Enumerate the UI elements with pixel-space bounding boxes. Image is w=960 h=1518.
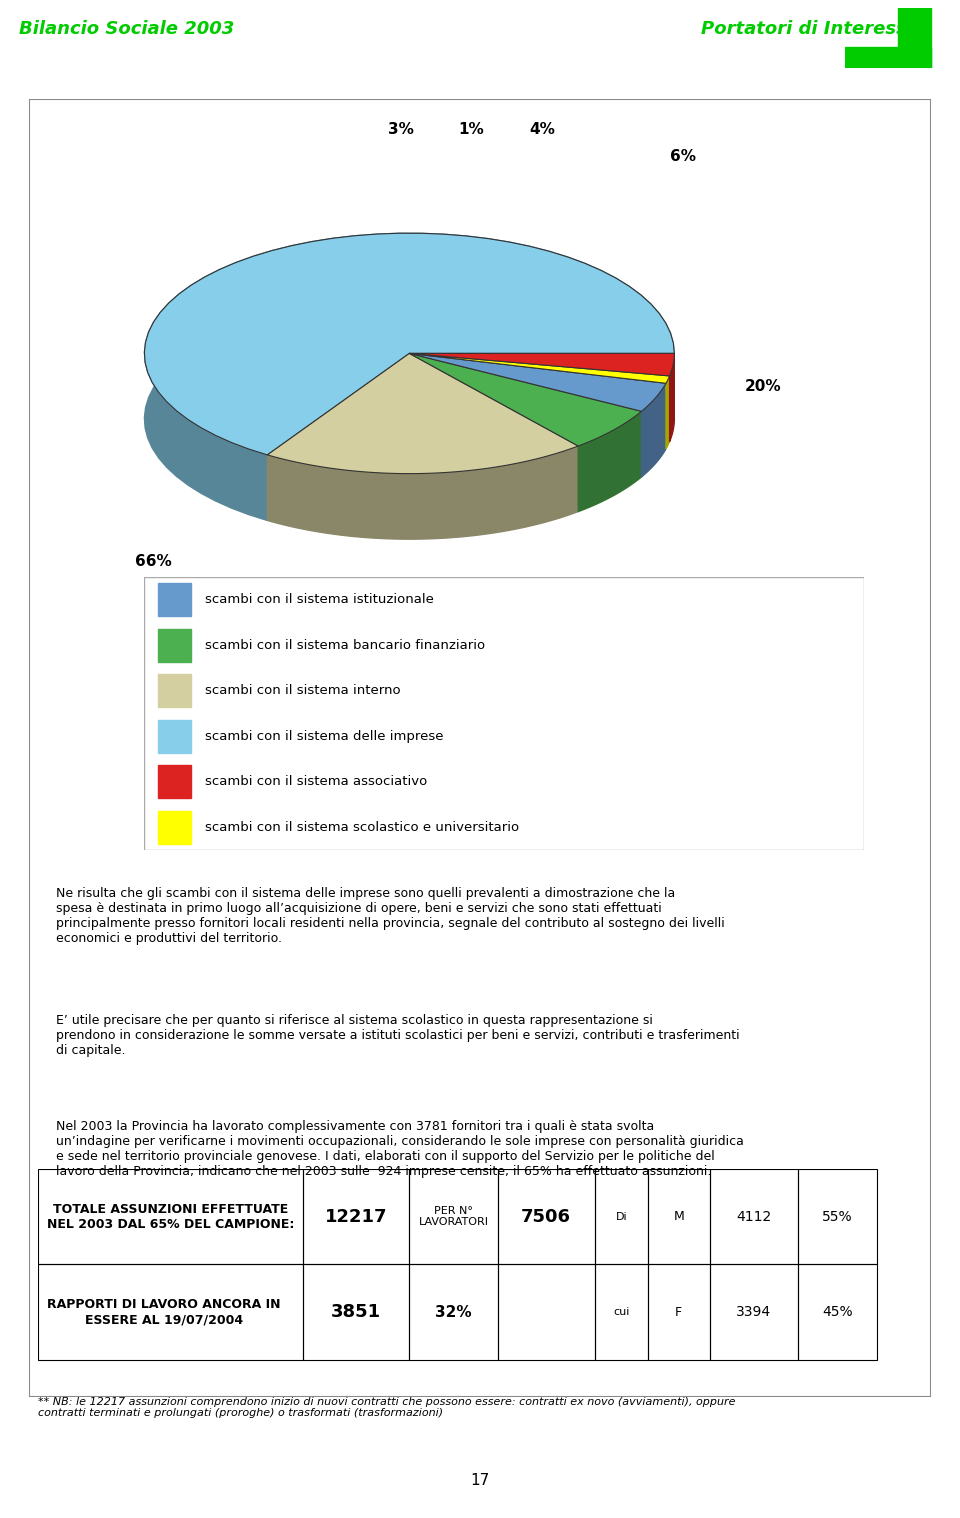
Bar [38,1264,303,1360]
Polygon shape [409,354,666,411]
Text: 3%: 3% [388,121,414,137]
Polygon shape [578,411,641,512]
Bar [595,1264,648,1360]
Text: 4%: 4% [529,121,555,137]
Polygon shape [409,354,674,376]
Bar [497,1169,595,1264]
Text: 6%: 6% [670,149,696,164]
Text: 20%: 20% [744,378,780,393]
Text: scambi con il sistema scolastico e universitario: scambi con il sistema scolastico e unive… [205,821,519,833]
Text: 7506: 7506 [521,1208,571,1225]
Polygon shape [641,383,666,477]
Text: 32%: 32% [435,1305,471,1319]
Bar [709,1169,798,1264]
Bar [158,583,191,616]
Bar [303,1264,409,1360]
Polygon shape [268,446,578,539]
Text: E’ utile precisare che per quanto si riferisce al sistema scolastico in questa r: E’ utile precisare che per quanto si rif… [57,1014,740,1057]
Bar [497,1264,595,1360]
Text: Nel 2003 la Provincia ha lavorato complessivamente con 3781 fornitori tra i qual: Nel 2003 la Provincia ha lavorato comple… [57,1120,744,1178]
Text: scambi con il sistema associativo: scambi con il sistema associativo [205,776,427,788]
Text: Bilancio Sociale 2003: Bilancio Sociale 2003 [19,20,234,38]
Polygon shape [670,354,674,442]
Bar [303,1169,409,1264]
Bar [409,1169,497,1264]
Bar [709,1264,798,1360]
Text: 12217: 12217 [325,1208,388,1225]
Text: 1%: 1% [458,121,484,137]
Text: 4112: 4112 [736,1210,772,1224]
Text: scambi con il sistema delle imprese: scambi con il sistema delle imprese [205,730,444,742]
Text: 17: 17 [470,1472,490,1488]
Text: PER N°
LAVORATORI: PER N° LAVORATORI [419,1205,489,1228]
Bar [798,1264,877,1360]
Bar [648,1264,709,1360]
Polygon shape [144,234,674,455]
Text: Di: Di [615,1211,627,1222]
Text: M: M [673,1210,684,1224]
Text: scambi con il sistema interno: scambi con il sistema interno [205,685,401,697]
Bar [648,1169,709,1264]
Bar [898,8,931,68]
Bar [38,1169,303,1264]
Bar [158,674,191,707]
Text: F: F [675,1305,683,1319]
Bar [595,1169,648,1264]
Bar [158,720,191,753]
Text: Ne risulta che gli scambi con il sistema delle imprese sono quelli prevalenti a : Ne risulta che gli scambi con il sistema… [57,887,725,944]
Polygon shape [268,354,578,474]
Text: 3851: 3851 [331,1304,381,1321]
Text: 55%: 55% [823,1210,853,1224]
Bar [409,1264,497,1360]
Polygon shape [409,354,641,446]
Bar [158,765,191,798]
Bar [798,1169,877,1264]
Text: TOTALE ASSUNZIONI EFFETTUATE
NEL 2003 DAL 65% DEL CAMPIONE:: TOTALE ASSUNZIONI EFFETTUATE NEL 2003 DA… [47,1202,295,1231]
Bar [158,811,191,844]
Text: scambi con il sistema bancario finanziario: scambi con il sistema bancario finanziar… [205,639,486,651]
Text: scambi con il sistema istituzionale: scambi con il sistema istituzionale [205,594,434,606]
Polygon shape [144,234,674,521]
Text: 45%: 45% [823,1305,853,1319]
Bar [845,47,931,68]
Text: ** NB: le 12217 assunzioni comprendono inizio di nuovi contratti che possono ess: ** NB: le 12217 assunzioni comprendono i… [38,1397,736,1418]
Polygon shape [666,376,670,449]
Text: 66%: 66% [134,554,172,569]
Text: RAPPORTI DI LAVORO ANCORA IN
ESSERE AL 19/07/2004: RAPPORTI DI LAVORO ANCORA IN ESSERE AL 1… [47,1298,280,1327]
Text: Portatori di Interessi: Portatori di Interessi [701,20,913,38]
Text: cui: cui [613,1307,630,1318]
Text: 3394: 3394 [736,1305,771,1319]
Bar [158,628,191,662]
Polygon shape [409,354,670,383]
